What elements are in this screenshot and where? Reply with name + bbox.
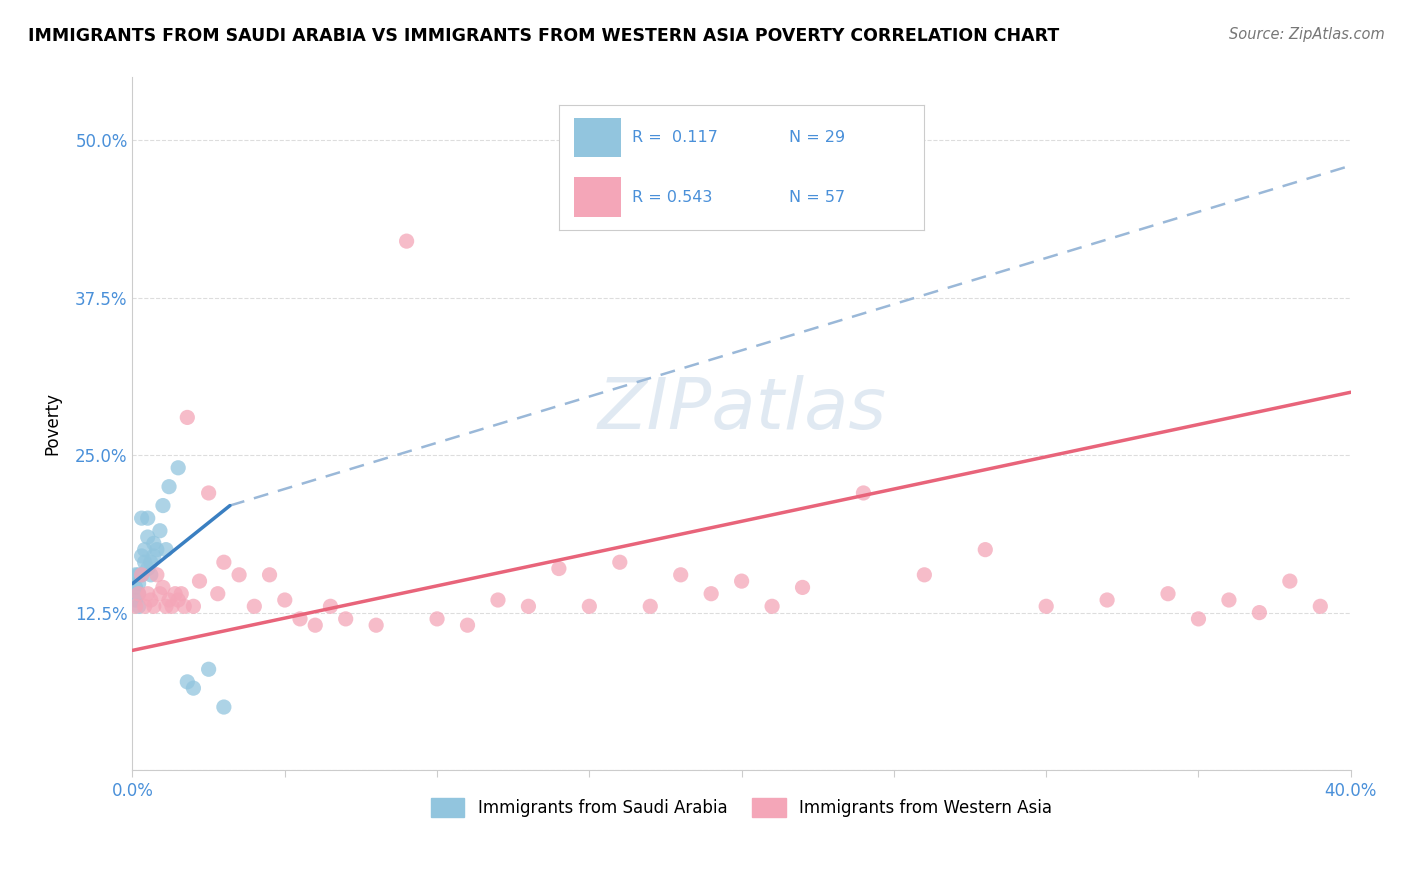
Point: [212, 555, 235, 569]
Text: IMMIGRANTS FROM SAUDI ARABIA VS IMMIGRANTS FROM WESTERN ASIA POVERTY CORRELATION: IMMIGRANTS FROM SAUDI ARABIA VS IMMIGRAN…: [28, 27, 1059, 45]
Point: [319, 599, 342, 614]
Point: [124, 593, 146, 607]
Point: [173, 599, 195, 614]
Point: [457, 618, 479, 632]
Point: [142, 599, 165, 614]
Point: [197, 486, 219, 500]
Point: [1309, 599, 1331, 614]
Point: [1035, 599, 1057, 614]
Point: [165, 587, 187, 601]
Point: [155, 599, 177, 614]
Point: [335, 612, 357, 626]
Point: [139, 567, 162, 582]
Point: [136, 511, 159, 525]
Point: [146, 542, 169, 557]
Y-axis label: Poverty: Poverty: [44, 392, 60, 455]
Point: [228, 567, 250, 582]
Point: [1095, 593, 1118, 607]
Point: [426, 612, 449, 626]
Point: [197, 662, 219, 676]
Point: [128, 587, 150, 601]
Legend: Immigrants from Saudi Arabia, Immigrants from Western Asia: Immigrants from Saudi Arabia, Immigrants…: [425, 791, 1059, 824]
Point: [142, 549, 165, 563]
Point: [136, 530, 159, 544]
Point: [128, 599, 150, 614]
Point: [146, 567, 169, 582]
Point: [157, 480, 180, 494]
Point: [609, 555, 631, 569]
Point: [288, 612, 311, 626]
Point: [212, 700, 235, 714]
Point: [176, 674, 198, 689]
Point: [124, 599, 146, 614]
Point: [128, 567, 150, 582]
Point: [149, 587, 172, 601]
Point: [155, 542, 177, 557]
Point: [131, 549, 153, 563]
Point: [304, 618, 326, 632]
Point: [1187, 612, 1209, 626]
Point: [366, 618, 388, 632]
Point: [160, 599, 183, 614]
Point: [1218, 593, 1240, 607]
Point: [134, 542, 156, 557]
Point: [170, 587, 193, 601]
Point: [792, 581, 814, 595]
Point: [131, 567, 153, 582]
Point: [669, 567, 692, 582]
Point: [142, 536, 165, 550]
Point: [1249, 606, 1271, 620]
Point: [152, 581, 174, 595]
Point: [761, 599, 783, 614]
Point: [207, 587, 229, 601]
Point: [152, 499, 174, 513]
Point: [139, 593, 162, 607]
Point: [638, 599, 661, 614]
Point: [136, 561, 159, 575]
Point: [1157, 587, 1180, 601]
Point: [1278, 574, 1301, 588]
Point: [124, 567, 146, 582]
Point: [700, 587, 723, 601]
Point: [134, 599, 156, 614]
Point: [274, 593, 297, 607]
Point: [259, 567, 281, 582]
Point: [149, 524, 172, 538]
Point: [183, 681, 205, 695]
Point: [395, 234, 418, 248]
Point: [974, 542, 997, 557]
Point: [167, 593, 190, 607]
Point: [183, 599, 205, 614]
Point: [912, 567, 935, 582]
Point: [517, 599, 540, 614]
Text: Source: ZipAtlas.com: Source: ZipAtlas.com: [1229, 27, 1385, 42]
Point: [176, 410, 198, 425]
Point: [852, 486, 875, 500]
Text: ZIPatlas: ZIPatlas: [598, 376, 886, 444]
Point: [167, 460, 190, 475]
Point: [486, 593, 509, 607]
Point: [548, 561, 571, 575]
Point: [128, 576, 150, 591]
Point: [128, 587, 150, 601]
Point: [578, 599, 600, 614]
Point: [730, 574, 752, 588]
Point: [131, 511, 153, 525]
Point: [188, 574, 211, 588]
Point: [157, 593, 180, 607]
Point: [243, 599, 266, 614]
Point: [124, 581, 146, 595]
Point: [134, 555, 156, 569]
Point: [136, 587, 159, 601]
Point: [131, 567, 153, 582]
Point: [139, 555, 162, 569]
